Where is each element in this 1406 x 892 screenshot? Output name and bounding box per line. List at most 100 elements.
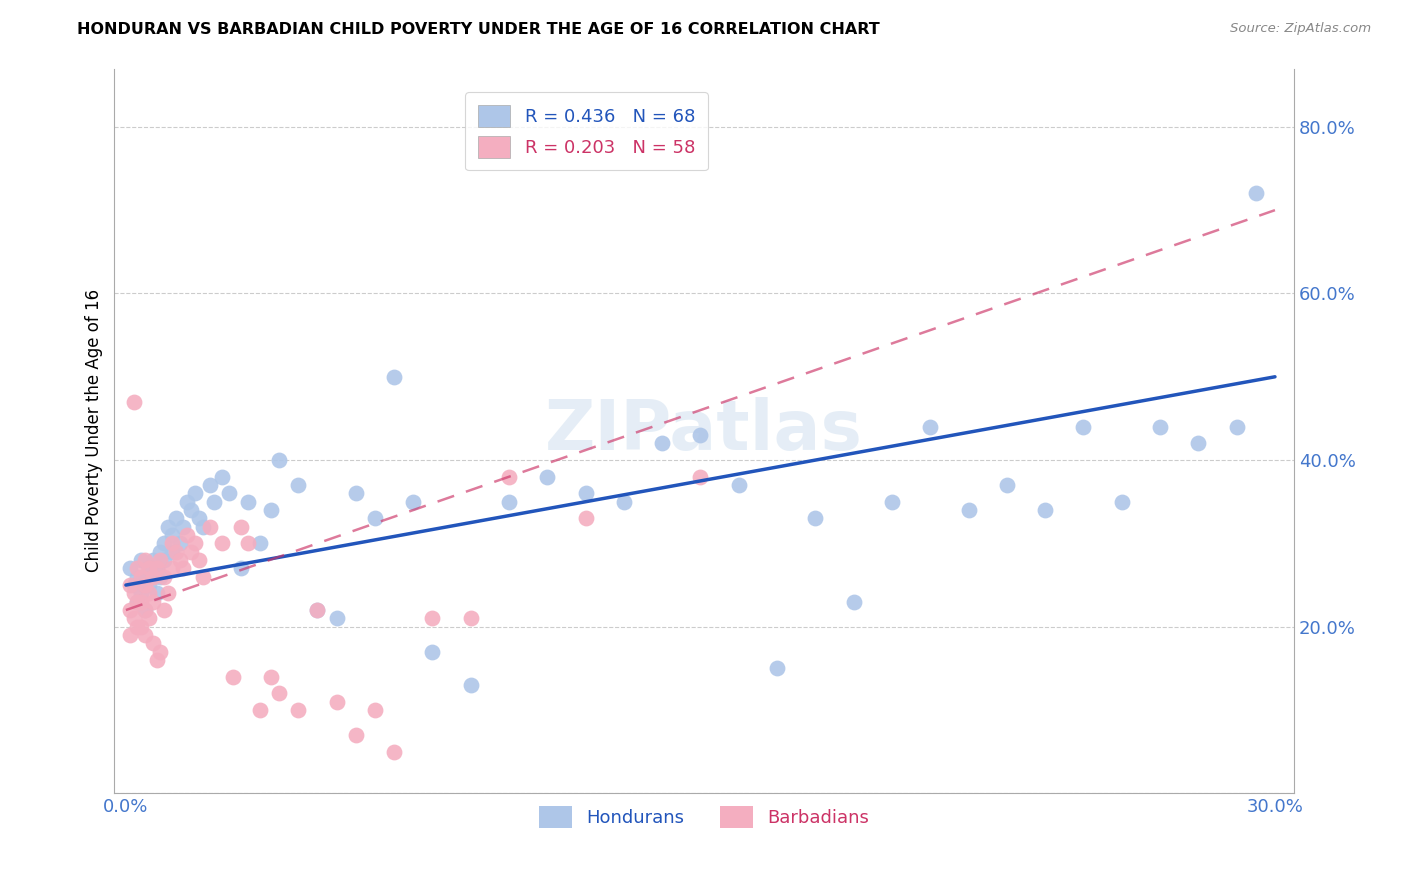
Point	[122, 586, 145, 600]
Point	[165, 511, 187, 525]
Point	[172, 520, 194, 534]
Point	[142, 636, 165, 650]
Point	[402, 495, 425, 509]
Point	[1111, 495, 1133, 509]
Point	[134, 570, 156, 584]
Point	[134, 603, 156, 617]
Point	[149, 645, 172, 659]
Point	[191, 520, 214, 534]
Point	[127, 570, 149, 584]
Point	[651, 436, 673, 450]
Point	[176, 528, 198, 542]
Point	[574, 511, 596, 525]
Point	[1226, 419, 1249, 434]
Point	[129, 620, 152, 634]
Point	[766, 661, 789, 675]
Point	[325, 695, 347, 709]
Point	[180, 503, 202, 517]
Point	[202, 495, 225, 509]
Point	[364, 703, 387, 717]
Point	[118, 603, 141, 617]
Text: Source: ZipAtlas.com: Source: ZipAtlas.com	[1230, 22, 1371, 36]
Point	[198, 478, 221, 492]
Point	[382, 745, 405, 759]
Point	[134, 628, 156, 642]
Point	[1187, 436, 1209, 450]
Point	[344, 728, 367, 742]
Point	[260, 503, 283, 517]
Point	[260, 670, 283, 684]
Point	[498, 495, 520, 509]
Point	[160, 528, 183, 542]
Point	[184, 486, 207, 500]
Point	[145, 653, 167, 667]
Point	[344, 486, 367, 500]
Point	[127, 561, 149, 575]
Point	[145, 561, 167, 575]
Point	[129, 570, 152, 584]
Point	[169, 553, 191, 567]
Point	[134, 603, 156, 617]
Point	[149, 553, 172, 567]
Point	[218, 486, 240, 500]
Point	[118, 578, 141, 592]
Point	[1244, 186, 1267, 201]
Point	[129, 553, 152, 567]
Point	[804, 511, 827, 525]
Point	[420, 645, 443, 659]
Point	[122, 394, 145, 409]
Point	[142, 570, 165, 584]
Point	[142, 595, 165, 609]
Point	[153, 553, 176, 567]
Point	[460, 611, 482, 625]
Point	[157, 586, 180, 600]
Point	[172, 561, 194, 575]
Point	[287, 703, 309, 717]
Point	[498, 469, 520, 483]
Point	[1149, 419, 1171, 434]
Point	[138, 561, 160, 575]
Point	[727, 478, 749, 492]
Point	[689, 428, 711, 442]
Point	[145, 561, 167, 575]
Point	[307, 603, 329, 617]
Point	[153, 603, 176, 617]
Point	[129, 595, 152, 609]
Point	[880, 495, 903, 509]
Point	[169, 536, 191, 550]
Point	[142, 553, 165, 567]
Point	[149, 570, 172, 584]
Point	[142, 570, 165, 584]
Point	[184, 536, 207, 550]
Point	[229, 520, 252, 534]
Point	[160, 536, 183, 550]
Point	[134, 578, 156, 592]
Point	[118, 628, 141, 642]
Text: HONDURAN VS BARBADIAN CHILD POVERTY UNDER THE AGE OF 16 CORRELATION CHART: HONDURAN VS BARBADIAN CHILD POVERTY UNDE…	[77, 22, 880, 37]
Point	[187, 553, 209, 567]
Point	[198, 520, 221, 534]
Point	[249, 703, 271, 717]
Point	[613, 495, 636, 509]
Point	[536, 469, 558, 483]
Point	[138, 561, 160, 575]
Point	[127, 595, 149, 609]
Y-axis label: Child Poverty Under the Age of 16: Child Poverty Under the Age of 16	[86, 289, 103, 573]
Point	[1073, 419, 1095, 434]
Point	[127, 595, 149, 609]
Point	[689, 469, 711, 483]
Point	[153, 570, 176, 584]
Legend: Hondurans, Barbadians: Hondurans, Barbadians	[531, 798, 876, 835]
Point	[307, 603, 329, 617]
Point	[191, 570, 214, 584]
Point	[269, 453, 291, 467]
Point	[122, 611, 145, 625]
Point	[127, 620, 149, 634]
Point	[129, 586, 152, 600]
Point	[460, 678, 482, 692]
Point	[165, 545, 187, 559]
Point	[138, 578, 160, 592]
Point	[364, 511, 387, 525]
Point	[238, 495, 260, 509]
Point	[160, 545, 183, 559]
